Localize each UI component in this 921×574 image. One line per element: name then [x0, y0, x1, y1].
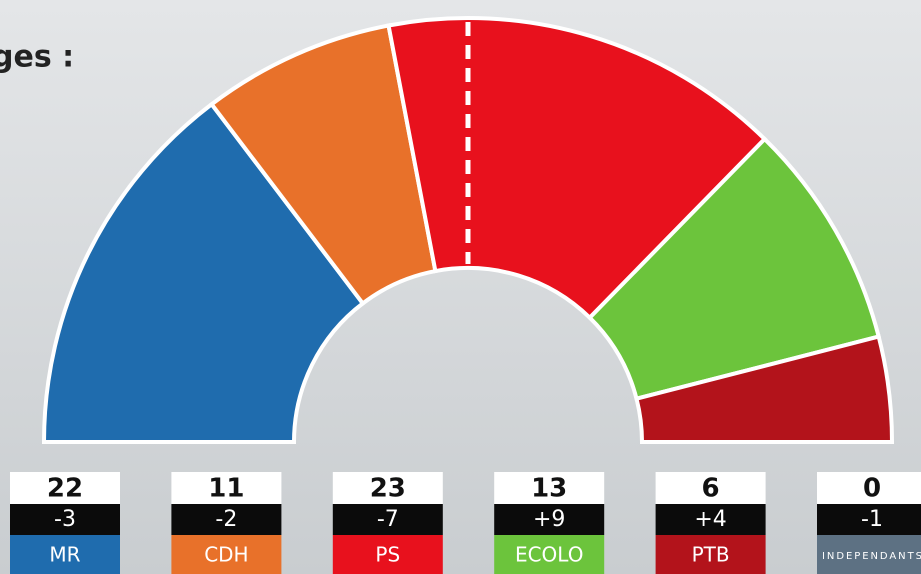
party-box [332, 535, 443, 574]
party-box [171, 535, 282, 574]
change-label: -2 [215, 507, 237, 532]
change-box [817, 504, 921, 535]
party-label: PS [375, 543, 400, 567]
seats-box [332, 472, 443, 504]
seats-label: 6 [702, 474, 720, 504]
seats-label: 22 [47, 474, 83, 504]
party-label: MR [49, 543, 80, 567]
change-box [655, 504, 766, 535]
change-box [332, 504, 443, 535]
seats-box [171, 472, 282, 504]
change-box [171, 504, 282, 535]
change-label: -3 [54, 507, 76, 532]
change-box [494, 504, 605, 535]
seats-label: 0 [863, 474, 881, 504]
seats-label: 13 [531, 474, 567, 504]
party-label: INDEPENDANTS [822, 551, 921, 562]
party-box [494, 535, 605, 574]
party-box [817, 535, 921, 574]
change-box [10, 504, 120, 535]
change-label: +9 [533, 507, 565, 532]
seat-segment [41, 101, 366, 444]
change-label: -7 [377, 507, 399, 532]
party-box [655, 535, 766, 574]
party-label: CDH [204, 543, 248, 567]
seats-box [817, 472, 921, 504]
change-label: -1 [861, 507, 883, 532]
seat-segment [586, 136, 882, 402]
party-label: PTB [692, 543, 730, 567]
seats-label: 11 [208, 474, 244, 504]
seats-label: 23 [370, 474, 406, 504]
chart-title: ges : [0, 40, 74, 75]
seats-box [655, 472, 766, 504]
change-label: +4 [694, 507, 726, 532]
seats-box [10, 472, 120, 504]
party-box [10, 535, 120, 574]
seats-box [494, 472, 605, 504]
party-label: ECOLO [515, 543, 584, 567]
seat-segment [386, 16, 768, 321]
